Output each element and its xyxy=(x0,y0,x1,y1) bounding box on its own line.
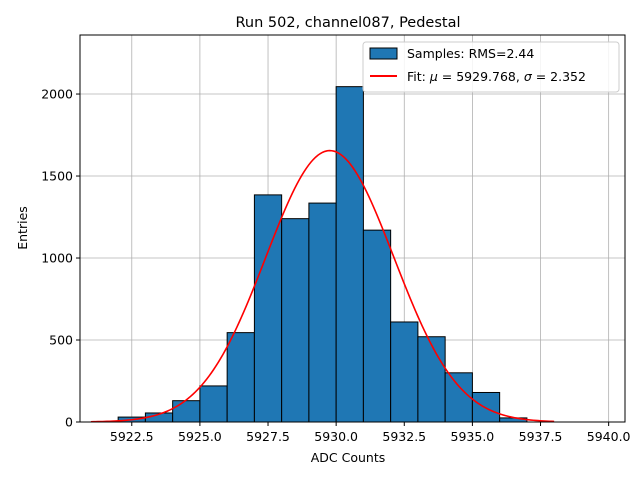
x-tick-label: 5922.5 xyxy=(110,429,154,444)
histogram-bar xyxy=(281,218,310,423)
y-tick-label: 0 xyxy=(65,415,73,430)
y-axis-ticks: 0 500 1000 1500 2000 xyxy=(41,87,80,430)
x-tick-label: 5932.5 xyxy=(382,429,426,444)
legend-fit-sigma-symbol: σ xyxy=(524,69,533,84)
x-axis-label: ADC Counts xyxy=(311,450,386,465)
x-axis-ticks: 5922.5 5925.0 5927.5 5930.0 5932.5 5935.0 5937… xyxy=(110,422,631,444)
y-tick-label: 500 xyxy=(49,333,73,348)
histogram-bar xyxy=(335,86,364,423)
legend-fit-mu-value: = 5929.768, xyxy=(438,69,524,84)
histogram-bars xyxy=(117,86,528,423)
fit-curve xyxy=(90,149,555,423)
legend-fit-sigma-value: = 2.352 xyxy=(532,69,586,84)
y-tick-label: 1500 xyxy=(41,169,73,184)
histogram-bar xyxy=(362,229,392,423)
histogram-bar xyxy=(390,321,419,423)
y-tick-label: 1000 xyxy=(41,251,73,266)
legend-fit-label-prefix: Fit: xyxy=(407,69,430,84)
x-tick-label: 5937.5 xyxy=(519,429,563,444)
legend-box xyxy=(362,41,620,93)
legend: Samples: RMS=2.44 Fit: μ = 5929.768, σ =… xyxy=(362,41,620,93)
histogram-bar xyxy=(226,332,255,423)
legend-histogram-label: Samples: RMS=2.44 xyxy=(407,46,534,61)
histogram-bar xyxy=(417,336,446,423)
x-tick-label: 5930.0 xyxy=(314,429,358,444)
y-axis-label: Entries xyxy=(15,206,30,250)
chart-title: Run 502, channel087, Pedestal xyxy=(235,15,460,31)
y-tick-label: 2000 xyxy=(41,87,73,102)
legend-fit-mu-symbol: μ xyxy=(429,69,438,84)
histogram-bar xyxy=(172,400,201,423)
fit-line xyxy=(90,149,555,423)
x-tick-label: 5935.0 xyxy=(451,429,495,444)
histogram-bar xyxy=(308,202,337,423)
legend-histogram-swatch xyxy=(369,47,398,60)
x-tick-label: 5940.0 xyxy=(587,429,631,444)
histogram-bar xyxy=(199,385,228,423)
x-tick-label: 5927.5 xyxy=(246,429,290,444)
x-tick-label: 5925.0 xyxy=(178,429,222,444)
histogram-bar xyxy=(444,372,473,423)
legend-fit-label: Fit: μ = 5929.768, σ = 2.352 xyxy=(407,69,586,84)
plot-frame xyxy=(79,34,626,423)
histogram-bar xyxy=(253,194,283,423)
